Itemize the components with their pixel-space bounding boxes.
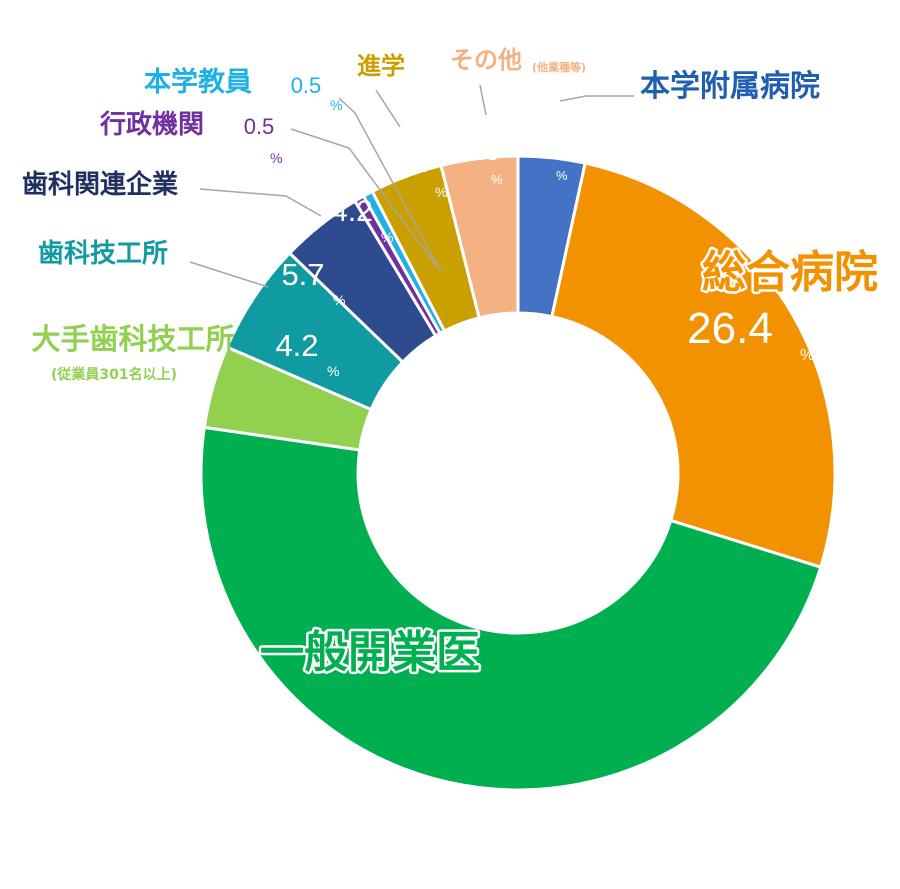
category-label-clinic: 一般開業医	[260, 627, 480, 678]
value-label-industry: 4.2	[331, 195, 373, 228]
leader-line-other	[479, 84, 487, 116]
leader-line-admin	[290, 128, 439, 269]
labels: 本学附属病院 3.4% 総合病院 26.4% 一般開業医 47.5 % 大手歯科技工所 (従業員…	[22, 46, 881, 681]
percent-sign-other: %	[491, 172, 503, 187]
value-label-study: 3.7	[393, 146, 435, 179]
percent-sign-clinic: %	[605, 662, 619, 679]
leader-line-industry	[199, 188, 322, 217]
slice-general	[550, 161, 837, 570]
percent-sign-admin: %	[270, 150, 282, 166]
slice-clinic	[199, 425, 823, 792]
percent-sign-hospital: %	[556, 168, 568, 183]
category-label-hospital: 本学附属病院	[640, 69, 820, 104]
percent-sign-industry: %	[381, 229, 393, 245]
leader-line-lab	[189, 261, 269, 288]
value-label-lab: 5.7	[281, 257, 324, 292]
category-label-industry: 歯科関連企業	[22, 169, 178, 200]
percent-sign-study: %	[435, 184, 447, 200]
category-sublabel-biglab: (従業員301名以上)	[51, 366, 177, 383]
percent-sign-faculty: %	[330, 97, 342, 113]
leader-line-faculty	[338, 97, 442, 273]
leader-line-hospital	[559, 95, 634, 102]
category-label-faculty: 本学教員	[144, 66, 252, 98]
slice-other	[439, 154, 520, 320]
category-label-general: 総合病院	[702, 247, 878, 298]
value-label-admin: 0.5	[244, 114, 275, 139]
category-label-lab: 歯科技工所	[38, 239, 168, 269]
category-label-study: 進学	[357, 52, 405, 80]
value-label-biglab: 4.2	[275, 328, 318, 363]
percent-sign-biglab: %	[327, 363, 339, 379]
slices	[199, 154, 837, 792]
category-label-admin: 行政機関	[99, 109, 204, 140]
category-sublabel-other: (他業種等)	[532, 60, 586, 74]
percent-sign-general: %	[800, 347, 814, 364]
value-label-general: 26.4	[687, 304, 773, 353]
value-label-hospital: 3.4	[529, 122, 571, 155]
leader-lines	[189, 84, 634, 288]
percent-sign-lab: %	[333, 292, 345, 308]
category-label-other: その他	[450, 46, 522, 74]
leader-line-study	[375, 89, 401, 128]
value-label-other: 3.9	[464, 136, 500, 166]
value-label-clinic: 47.5	[506, 632, 584, 676]
value-label-faculty: 0.5	[291, 73, 322, 98]
category-label-biglab: 大手歯科技工所	[31, 322, 234, 356]
